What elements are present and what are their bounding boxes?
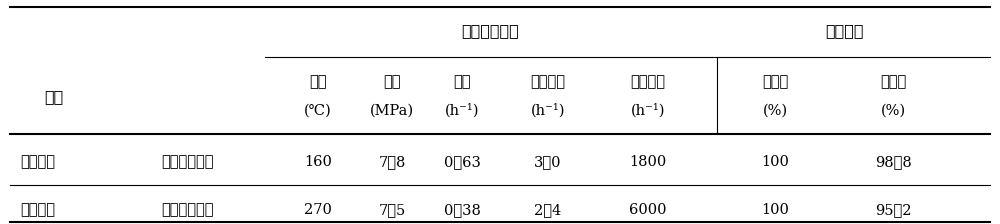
Text: 一段加氢反应: 一段加氢反应 (162, 155, 214, 169)
Text: 反应工艺条件: 反应工艺条件 (461, 22, 519, 39)
Text: (%): (%) (880, 104, 906, 118)
Text: 2．4: 2．4 (534, 203, 562, 217)
Text: 温度: 温度 (309, 75, 327, 89)
Text: 100: 100 (761, 155, 789, 169)
Text: 98．8: 98．8 (875, 155, 911, 169)
Text: 160: 160 (304, 155, 332, 169)
Text: 酸二丁酯: 酸二丁酯 (20, 203, 56, 217)
Text: 6000: 6000 (629, 203, 667, 217)
Text: (MPa): (MPa) (370, 104, 414, 118)
Text: 270: 270 (304, 203, 332, 217)
Text: 0．63: 0．63 (444, 155, 480, 169)
Text: (℃): (℃) (304, 104, 332, 118)
Text: (%): (%) (762, 104, 788, 118)
Text: 气体空速: 气体空速 (631, 75, 666, 89)
Text: 对苯二甲: 对苯二甲 (20, 155, 56, 169)
Text: 7．8: 7．8 (378, 155, 406, 169)
Text: (h⁻¹): (h⁻¹) (531, 104, 565, 118)
Text: 7．5: 7．5 (378, 203, 406, 217)
Text: 负荷: 负荷 (453, 75, 471, 89)
Text: 0．38: 0．38 (444, 203, 480, 217)
Text: 反应结果: 反应结果 (826, 22, 864, 39)
Text: 95．2: 95．2 (875, 203, 911, 217)
Text: 100: 100 (761, 203, 789, 217)
Text: 3．0: 3．0 (534, 155, 562, 169)
Text: 转化率: 转化率 (762, 75, 788, 89)
Text: 压力: 压力 (383, 75, 401, 89)
Text: 原料: 原料 (44, 88, 64, 105)
Text: (h⁻¹): (h⁻¹) (445, 104, 479, 118)
Text: (h⁻¹): (h⁻¹) (631, 104, 665, 118)
Text: 选择性: 选择性 (880, 75, 906, 89)
Text: 液体空速: 液体空速 (530, 75, 566, 89)
Text: 二段加氢反应: 二段加氢反应 (162, 203, 214, 217)
Text: 1800: 1800 (629, 155, 667, 169)
